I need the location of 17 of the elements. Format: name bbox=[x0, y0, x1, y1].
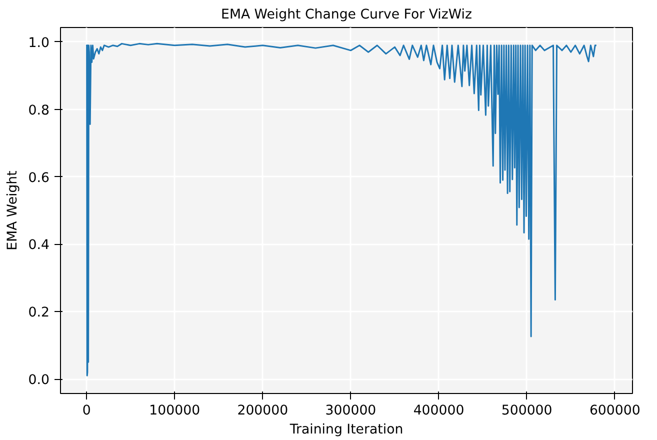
x-tick-label: 200000 bbox=[237, 404, 288, 418]
x-tick-label: 500000 bbox=[501, 404, 552, 418]
line-series bbox=[86, 42, 598, 376]
x-tick-label: 400000 bbox=[413, 404, 464, 418]
chart-title: EMA Weight Change Curve For VizWiz bbox=[221, 8, 472, 22]
x-axis-title: Training Iteration bbox=[288, 422, 404, 438]
y-tick-label: 0.4 bbox=[28, 238, 50, 254]
x-tick-label: 100000 bbox=[149, 404, 200, 418]
y-tick-label: 0.8 bbox=[28, 103, 50, 118]
y-axis-title: EMA Weight bbox=[5, 170, 20, 250]
x-tick-label: 0 bbox=[82, 404, 91, 418]
y-tick-label: 1.0 bbox=[28, 36, 50, 51]
y-tick-label: 0.2 bbox=[28, 306, 50, 321]
y-tick-label: 0.0 bbox=[28, 373, 50, 388]
x-tick-label: 300000 bbox=[325, 404, 376, 418]
y-tick-label: 0.6 bbox=[28, 170, 50, 186]
x-tick-label: 600000 bbox=[589, 404, 640, 418]
